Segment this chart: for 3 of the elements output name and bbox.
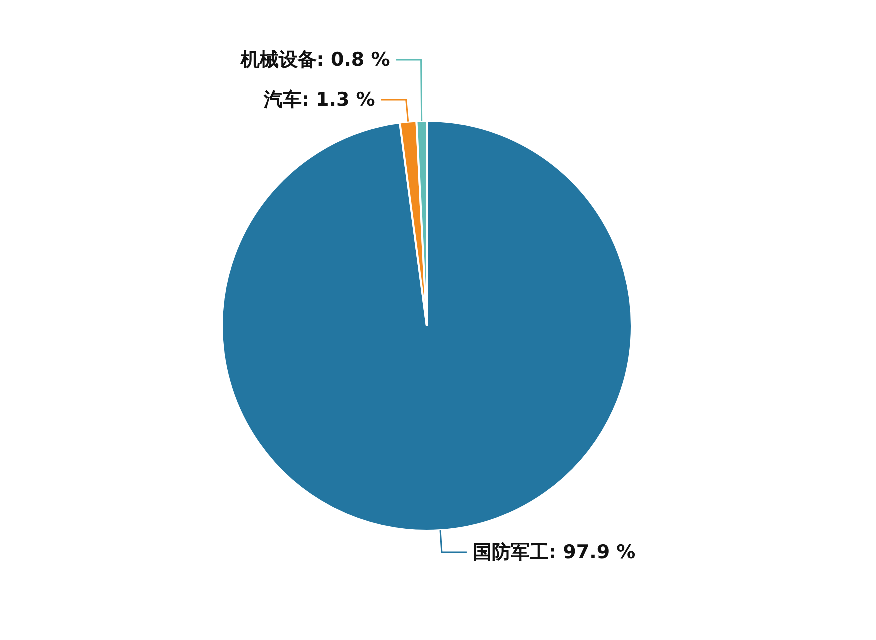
slice-label: 机械设备: 0.8 % bbox=[240, 48, 390, 71]
slice-label: 汽车: 1.3 % bbox=[262, 88, 376, 111]
slice-label: 国防军工: 97.9 % bbox=[472, 542, 636, 564]
